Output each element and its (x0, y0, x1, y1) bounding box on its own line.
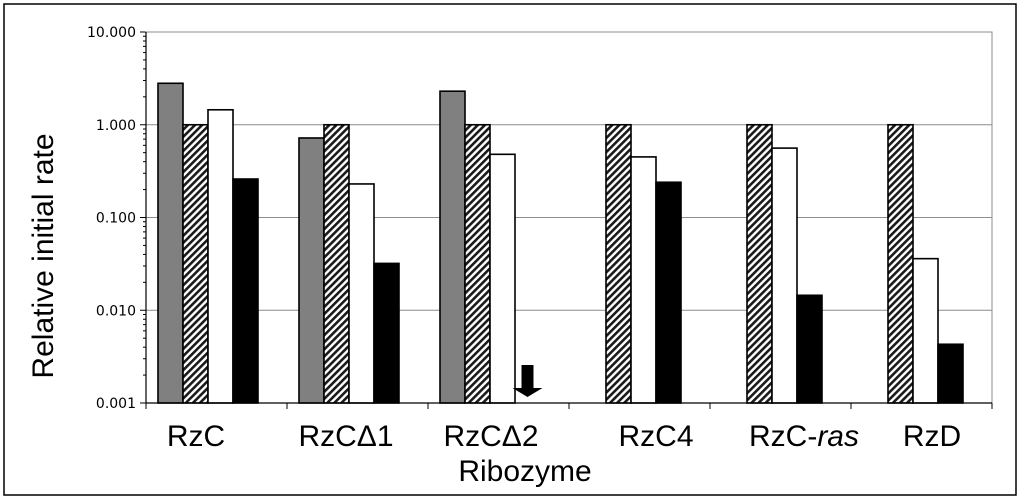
x-axis-title: Ribozyme (458, 455, 591, 488)
bar-black (937, 343, 964, 404)
bar-hatched (323, 123, 350, 404)
bar-white (207, 108, 234, 404)
axes (140, 31, 993, 409)
bar-white (489, 153, 516, 404)
bar-white (771, 147, 798, 404)
bar-gray (157, 82, 184, 404)
y-tick-label: 0.010 (96, 303, 136, 319)
bar-white (630, 156, 657, 404)
bar-gray (439, 90, 466, 404)
x-category-label: RzC-ras (749, 420, 859, 453)
bar-hatched (464, 123, 491, 404)
x-category-label: RzC4 (618, 420, 693, 453)
bar-black (232, 178, 259, 404)
y-tick-label: 0.001 (96, 396, 136, 412)
bar-hatched (182, 123, 209, 404)
y-tick-label: 0.100 (96, 211, 136, 227)
bar-white (348, 183, 375, 404)
x-category-label: RzCΔ2 (443, 420, 538, 453)
x-category-label: RzC (167, 420, 225, 453)
bar-black (373, 262, 400, 404)
bar-white (912, 257, 939, 404)
bar-black (796, 294, 823, 404)
y-axis-title: Relative initial rate (27, 133, 60, 378)
down-arrow-icon (512, 365, 543, 397)
labels: 10.000 1.000 0.100 0.010 0.001 RzC RzCΔ1 RzCΔ2 R… (87, 25, 961, 453)
x-category-label: RzCΔ1 (298, 420, 393, 453)
bar-black (655, 181, 682, 404)
bar-hatched (605, 123, 632, 404)
bars (157, 82, 964, 404)
bar-gray (298, 137, 325, 404)
x-category-label: RzD (903, 420, 961, 453)
y-tick-label: 10.000 (87, 25, 136, 41)
bar-hatched (887, 123, 914, 404)
bar-hatched (746, 123, 773, 404)
y-tick-label: 1.000 (96, 118, 136, 134)
